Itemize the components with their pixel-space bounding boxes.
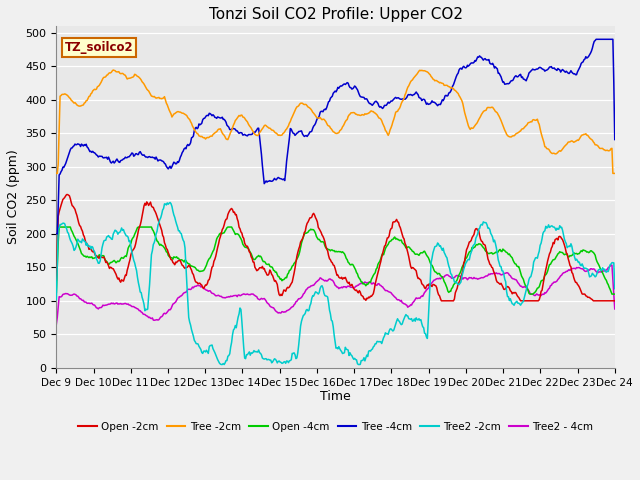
X-axis label: Time: Time <box>320 390 351 403</box>
Text: TZ_soilco2: TZ_soilco2 <box>65 41 133 54</box>
Legend: Open -2cm, Tree -2cm, Open -4cm, Tree -4cm, Tree2 -2cm, Tree2 - 4cm: Open -2cm, Tree -2cm, Open -4cm, Tree -4… <box>74 418 597 436</box>
Title: Tonzi Soil CO2 Profile: Upper CO2: Tonzi Soil CO2 Profile: Upper CO2 <box>209 7 463 22</box>
Y-axis label: Soil CO2 (ppm): Soil CO2 (ppm) <box>7 149 20 244</box>
